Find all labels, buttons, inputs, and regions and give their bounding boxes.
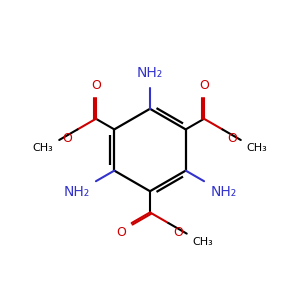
Text: O: O — [173, 226, 183, 239]
Text: NH₂: NH₂ — [210, 185, 237, 199]
Text: O: O — [63, 132, 73, 145]
Text: CH₃: CH₃ — [192, 237, 213, 247]
Text: O: O — [227, 132, 237, 145]
Text: CH₃: CH₃ — [33, 143, 54, 153]
Text: O: O — [117, 226, 127, 239]
Text: CH₃: CH₃ — [246, 143, 267, 153]
Text: NH₂: NH₂ — [137, 66, 163, 80]
Text: NH₂: NH₂ — [63, 185, 90, 199]
Text: O: O — [199, 79, 209, 92]
Text: O: O — [91, 79, 101, 92]
